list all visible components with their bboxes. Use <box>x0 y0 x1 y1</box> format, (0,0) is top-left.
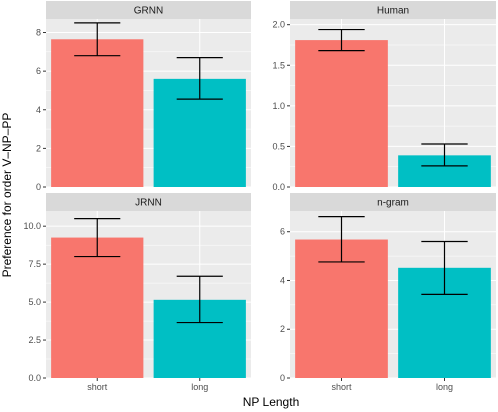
y-tick-label: 2.5 <box>28 335 41 345</box>
facet-strip <box>46 193 251 211</box>
facet-title: JRNN <box>135 198 162 209</box>
y-tick-label: 6 <box>280 227 285 237</box>
bar-short <box>295 40 388 188</box>
y-tick-label: 5.0 <box>28 297 41 307</box>
facet-title: n-gram <box>377 198 409 209</box>
y-tick-label: 2.0 <box>272 20 285 30</box>
bar-short <box>295 239 388 378</box>
y-tick-label: 1.5 <box>272 60 285 70</box>
y-axis-title: Preference for order V–NP–PP <box>0 113 14 278</box>
facet-panel-grnn: GRNN 0 2 4 6 8 <box>36 1 251 192</box>
x-axis-title: NP Length <box>243 395 300 409</box>
y-tick-label: 0 <box>280 373 285 383</box>
facet-panel-n-gram: n-gram 0 2 4 6 short long <box>280 193 496 392</box>
x-tick-label: short <box>87 382 108 392</box>
y-tick-label: 10.0 <box>23 221 41 231</box>
y-tick-label: 6 <box>36 66 41 76</box>
facet-strip <box>46 1 251 19</box>
x-tick-label: long <box>191 382 208 392</box>
bar-short <box>51 237 144 378</box>
bar-short <box>51 39 144 187</box>
facet-title: Human <box>377 6 409 17</box>
y-tick-label: 4 <box>280 275 285 285</box>
facet-panel-jrnn: JRNN 0.0 2.5 5.0 7.5 10.0 short long <box>23 193 251 392</box>
y-tick-label: 7.5 <box>28 259 41 269</box>
y-tick-label: 0.5 <box>272 141 285 151</box>
x-tick-label: long <box>436 382 453 392</box>
y-tick-label: 0 <box>36 182 41 192</box>
facet-panel-human: Human 0.0 0.5 1.0 1.5 2.0 <box>272 1 496 192</box>
facet-title: GRNN <box>134 6 163 17</box>
facet-strip <box>290 193 496 211</box>
y-tick-label: 0.0 <box>272 182 285 192</box>
x-tick-label: short <box>331 382 352 392</box>
y-tick-label: 8 <box>36 28 41 38</box>
facet-strip <box>290 1 496 19</box>
y-tick-label: 2 <box>36 143 41 153</box>
y-tick-label: 1.0 <box>272 101 285 111</box>
y-tick-label: 0.0 <box>28 373 41 383</box>
y-tick-label: 2 <box>280 324 285 334</box>
y-tick-label: 4 <box>36 105 41 115</box>
